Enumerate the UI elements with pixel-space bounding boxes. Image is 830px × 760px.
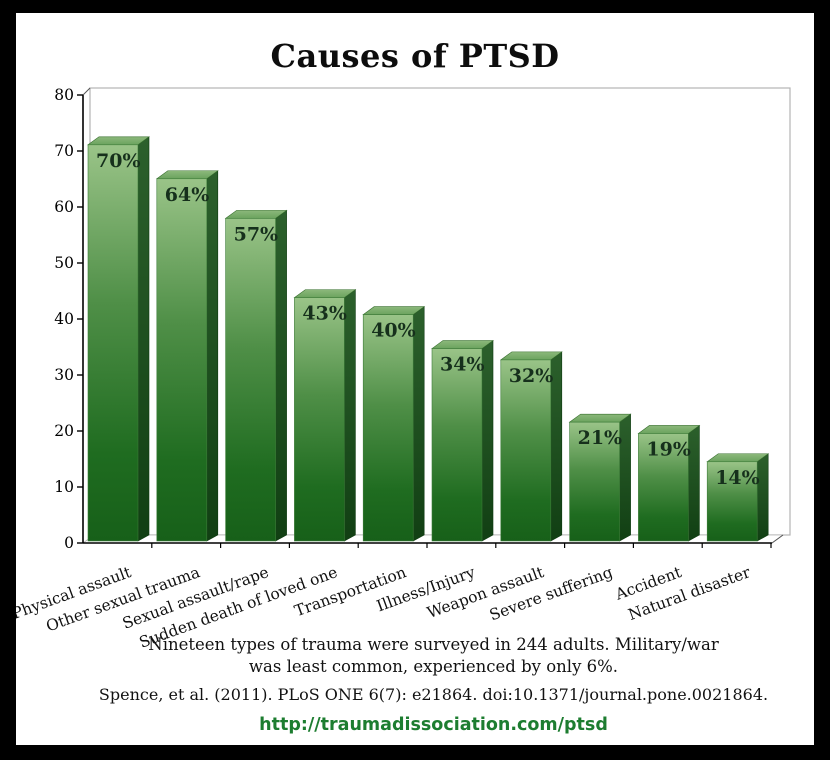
bar-top-face: [224, 210, 288, 219]
y-tick-label: 80: [54, 86, 74, 104]
source-url-link[interactable]: http://traumadissociation.com/ptsd: [259, 715, 608, 735]
bar-value-label: 14%: [715, 467, 760, 489]
y-tick-label: 20: [54, 422, 74, 440]
bar-front-face: [638, 433, 689, 542]
bar-value-label: 32%: [509, 365, 554, 387]
bar-sexual-assault-rape: [224, 209, 288, 542]
bar-top-face: [431, 340, 494, 349]
bar-top-face: [706, 453, 770, 463]
bar-top-face: [637, 425, 701, 434]
y-tick-label: 40: [54, 310, 74, 328]
y-tick-label: 50: [54, 254, 74, 272]
bar-front-face: [156, 178, 208, 542]
bar-severe-suffering: [568, 413, 632, 542]
survey-note-line1: Nineteen types of trauma were surveyed i…: [148, 635, 719, 654]
bar-front-face: [706, 461, 758, 542]
bar-physical-assault: [87, 136, 150, 542]
bar-side-face: [344, 289, 356, 542]
survey-note: Nineteen types of trauma were surveyed i…: [61, 634, 806, 678]
bar-side-face: [206, 170, 219, 542]
bar-top-face: [568, 413, 632, 423]
y-tick-label: 10: [54, 478, 74, 496]
source-url-line: http://traumadissociation.com/ptsd: [61, 715, 806, 735]
page-title: Causes of PTSD: [270, 37, 560, 75]
bar-illness-injury: [431, 339, 494, 542]
top-left-corner-edge: [82, 87, 91, 96]
bar-accident: [637, 424, 701, 542]
bar-front-face: [362, 314, 414, 542]
bar-other-sexual-trauma: [155, 170, 219, 542]
bar-top-face: [87, 136, 150, 146]
bar-top-face: [293, 289, 357, 298]
bar-value-label: 34%: [440, 354, 485, 376]
bar-weapon-assault: [499, 351, 563, 542]
y-tick-label: 60: [54, 198, 74, 216]
bar-value-label: 40%: [371, 320, 416, 342]
bar-side-face: [137, 136, 150, 542]
bar-chart-canvas: 70% 64% 57% 43% 40% 34% 32% 21% 19% 14% 0 10 20 30 40 5…: [16, 86, 791, 652]
bar-top-face: [499, 351, 563, 361]
bar-side-face: [412, 306, 425, 542]
bar-front-face: [569, 421, 620, 542]
bar-value-label: 64%: [165, 184, 210, 206]
bar-sudden-death-of-loved-one: [293, 289, 357, 542]
bar-side-face: [275, 209, 287, 542]
chart-frame: Causes of PTSD 70% 64% 57% 43% 40% 34% 32% 21% 1…: [16, 13, 814, 745]
y-tick-label: 30: [54, 366, 74, 384]
citation: Spence, et al. (2011). PLoS ONE 6(7): e2…: [98, 685, 769, 704]
bar-front-face: [225, 218, 276, 542]
bar-value-label: 57%: [234, 223, 279, 245]
bar-natural-disaster: [706, 453, 770, 542]
bar-front-face: [500, 359, 552, 542]
survey-note-line2: was least common, experienced by only 6%…: [248, 657, 619, 676]
bar-front-face: [87, 144, 139, 542]
bar-value-label: 70%: [96, 150, 141, 172]
y-tick-label: 70: [54, 142, 74, 160]
bar-front-face: [294, 297, 345, 542]
bottom-right-corner-edge: [771, 534, 784, 544]
bar-value-label: 21%: [578, 427, 623, 449]
bar-front-face: [431, 348, 483, 542]
bar-value-label: 19%: [646, 438, 691, 460]
bar-top-face: [362, 306, 426, 315]
bar-transportation: [362, 306, 426, 542]
bar-value-label: 43%: [302, 303, 347, 325]
y-tick-label: 0: [64, 534, 74, 552]
bar-top-face: [155, 170, 219, 180]
